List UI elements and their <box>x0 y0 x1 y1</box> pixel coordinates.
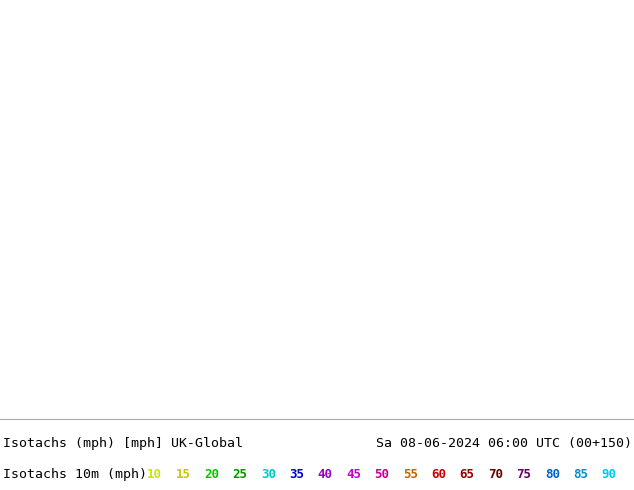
Text: 60: 60 <box>431 468 446 481</box>
Text: 30: 30 <box>261 468 276 481</box>
Text: Isotachs (mph) [mph] UK-Global: Isotachs (mph) [mph] UK-Global <box>3 437 243 450</box>
Text: 75: 75 <box>517 468 531 481</box>
Text: 50: 50 <box>375 468 389 481</box>
Text: 55: 55 <box>403 468 418 481</box>
Text: Sa 08-06-2024 06:00 UTC (00+150): Sa 08-06-2024 06:00 UTC (00+150) <box>376 437 632 450</box>
Text: 70: 70 <box>488 468 503 481</box>
Text: 35: 35 <box>289 468 304 481</box>
Text: 25: 25 <box>232 468 247 481</box>
Text: 10: 10 <box>147 468 162 481</box>
Text: 65: 65 <box>460 468 475 481</box>
Text: 85: 85 <box>573 468 588 481</box>
Text: 80: 80 <box>545 468 560 481</box>
Text: Isotachs 10m (mph): Isotachs 10m (mph) <box>3 468 147 481</box>
Text: 45: 45 <box>346 468 361 481</box>
Text: 90: 90 <box>602 468 617 481</box>
Text: 15: 15 <box>176 468 190 481</box>
Text: 40: 40 <box>318 468 333 481</box>
Text: 20: 20 <box>204 468 219 481</box>
